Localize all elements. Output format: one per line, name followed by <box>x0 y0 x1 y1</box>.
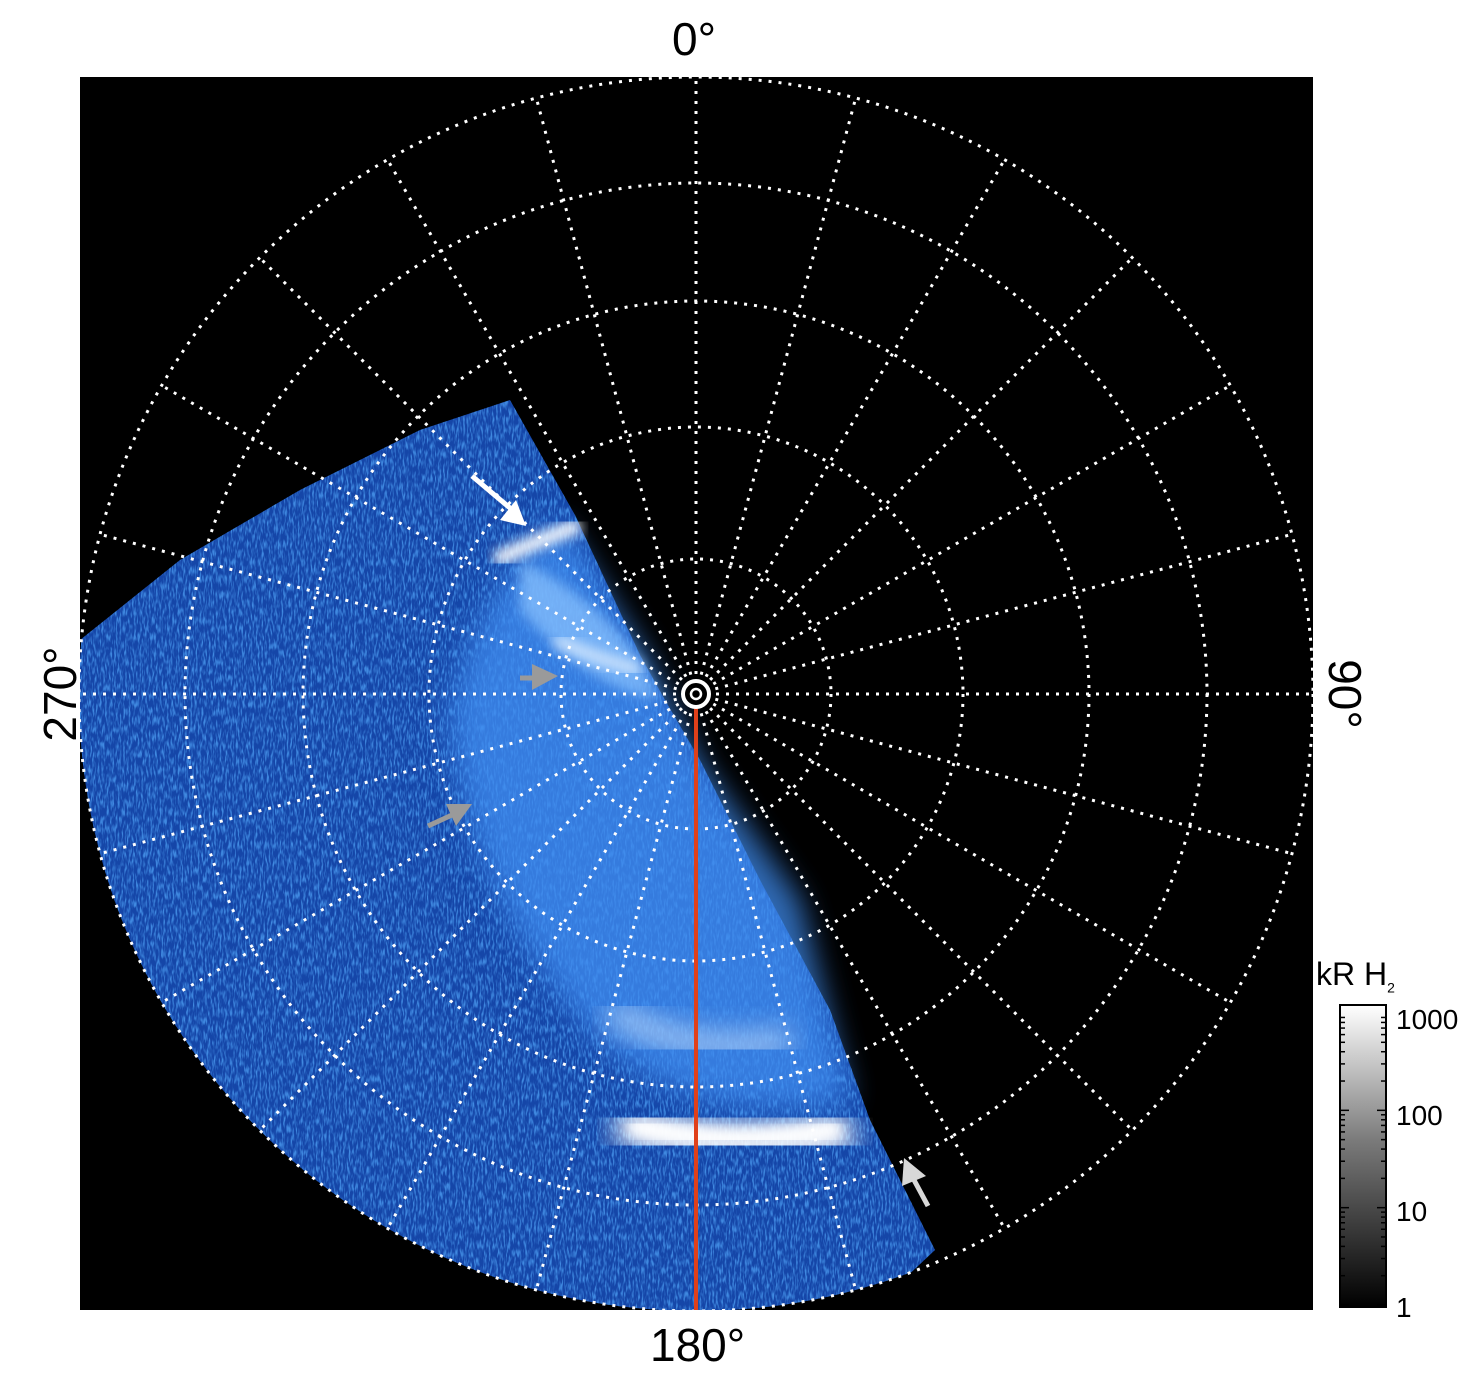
label-180-deg: 180° <box>650 1319 746 1371</box>
colorbar-gradient <box>1339 1004 1387 1308</box>
arrow-lower-right <box>902 1158 931 1208</box>
colorbar-tick-10: 10 <box>1396 1196 1428 1227</box>
label-270-deg: 270° <box>34 646 86 742</box>
label-0-deg: 0° <box>672 13 716 65</box>
colorbar-tick-100: 100 <box>1396 1100 1443 1131</box>
arrow-middle <box>520 664 558 690</box>
colorbar <box>1339 1004 1387 1308</box>
colorbar-tick-1: 1 <box>1396 1292 1412 1323</box>
pole-marker <box>681 679 711 709</box>
arrow-upper <box>470 474 526 526</box>
emission-region <box>80 400 935 1310</box>
colorbar-tick-1000: 1000 <box>1396 1004 1459 1035</box>
label-90-deg: 90° <box>1319 659 1371 729</box>
colorbar-title: kR H2 <box>1316 956 1395 995</box>
colorbar-species-subscript: 2 <box>1387 979 1395 996</box>
grid-ring-2 <box>427 425 965 963</box>
colorbar-unit: kR <box>1316 956 1356 992</box>
arrow-lower-left <box>426 804 472 829</box>
colorbar-species: H <box>1364 956 1388 992</box>
